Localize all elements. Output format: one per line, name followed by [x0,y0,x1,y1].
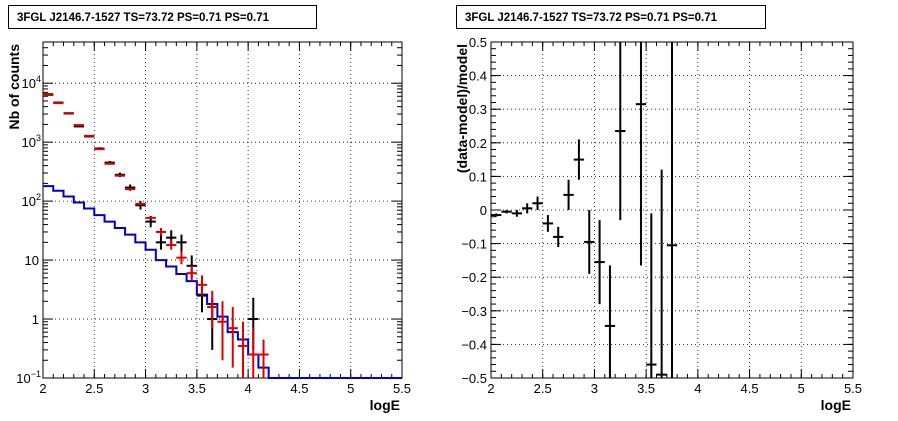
data-point [135,201,146,210]
y-tick-label: 0.1 [469,169,487,184]
x-tick-label: 4 [694,381,701,396]
data-point [666,42,678,378]
y-tick-label: 10−1 [16,369,41,386]
data-point [155,234,167,250]
x-tick-label: 4.5 [290,381,308,396]
data-point [553,226,564,247]
y-tick-label: 0.3 [469,102,487,117]
y-tick-label: 104 [22,74,41,91]
data-point [594,220,605,305]
x-tick-label: 2.5 [85,381,103,396]
data-point [656,169,667,378]
x-axis-title: logE [370,397,400,413]
data-point-red [196,275,208,296]
x-tick-label: 5.5 [844,381,862,396]
x-tick-label: 4.5 [741,381,759,396]
data-point-red [186,265,197,281]
data-point [615,42,626,221]
x-tick-label: 3.5 [188,381,206,396]
model-step-line [43,185,402,379]
data-point [604,265,616,378]
x-tick-label: 2 [39,381,46,396]
x-tick-label: 3 [591,381,598,396]
data-point-red [248,328,259,378]
x-tick-label: 3 [142,381,149,396]
data-point [646,213,657,378]
data-point [563,179,574,210]
data-point [542,215,554,232]
y-tick-label: 102 [22,192,41,209]
data-point [501,210,512,214]
y-axis-title: Nb of counts [6,44,22,130]
y-tick-label: 0 [480,203,487,218]
y-tick-label: 0.2 [469,136,487,151]
data-point [584,210,595,274]
y-tick-label: 0.4 [469,69,487,84]
chart-title-right: 3FGL J2146.7-1527 TS=73.72 PS=0.71 PS=0.… [456,5,766,29]
data-point [511,210,523,217]
x-tick-label: 5 [798,381,805,396]
x-axis-title: logE [821,397,851,413]
y-tick-label: −0.5 [461,371,487,386]
x-tick-label: 4 [245,381,252,396]
y-tick-label: 103 [22,133,41,150]
y-tick-label: 1 [32,312,39,327]
y-tick-label: −0.3 [461,304,487,319]
data-point-red [258,339,269,378]
chart-panel-1: 2 2.5 3 3.5 4 4.5 5 5.5 −0.5 −0.4 −0.3 −0.2 −0.1 0 0.1… [454,35,862,413]
data-point-red [166,239,177,250]
data-point-red [227,307,238,368]
y-tick-label: −0.1 [461,237,487,252]
data-point-red [176,251,187,265]
y-tick-label: −0.2 [461,270,487,285]
x-tick-label: 3.5 [637,381,655,396]
y-tick-label: 0.5 [469,35,487,50]
data-point-red [237,321,249,378]
y-axis-title: (data-model)/model [454,44,470,173]
chart-panel-0: 2 2.5 3 3.5 4 4.5 5 5.5 10−1 1 10 102 103 104 logE Nb o… [6,41,411,413]
data-point-red [217,301,228,361]
chart-title-left: 3FGL J2146.7-1527 TS=73.72 PS=0.71 PS=0.… [8,5,317,29]
x-tick-label: 2.5 [534,381,552,396]
data-point [635,42,647,266]
data-point-red [155,228,167,236]
x-tick-label: 5.5 [393,381,411,396]
data-point-red [207,290,218,329]
y-tick-label: −0.4 [461,337,487,352]
y-tick-label: 10 [25,253,39,268]
data-point [176,234,187,252]
data-point [522,203,533,214]
x-tick-label: 2 [487,381,494,396]
data-point [491,213,502,217]
x-tick-label: 5 [347,381,354,396]
data-point [573,139,585,180]
data-point [532,196,543,210]
